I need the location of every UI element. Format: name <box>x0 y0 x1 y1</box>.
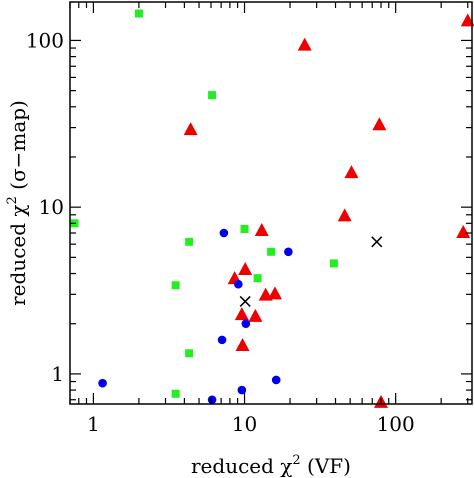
red-triangle-point <box>337 208 352 222</box>
green-square-point <box>171 281 180 290</box>
red-triangle-point <box>297 37 312 51</box>
y-axis-title-superscript: 2 <box>5 196 20 204</box>
green-square-point <box>185 349 194 358</box>
red-triangle-point <box>267 286 282 300</box>
x-axis-title: reduced χ2 (VF) <box>191 453 351 478</box>
red-triangle-point <box>235 338 250 352</box>
green-square-point <box>240 224 249 233</box>
green-square-point <box>253 274 262 283</box>
red-triangle-point <box>238 261 253 275</box>
green-square-point <box>208 91 217 100</box>
y-axis-title-text: reduced χ <box>6 204 30 305</box>
blue-circle-point <box>284 247 293 257</box>
red-triangle-point <box>460 13 474 27</box>
blue-circle-point <box>271 375 281 385</box>
x-axis-title-superscript: 2 <box>292 453 300 468</box>
x-tick-label: 1 <box>87 412 100 436</box>
blue-circle-point <box>234 279 243 289</box>
x-axis-title-suffix: (VF) <box>301 454 351 478</box>
green-square-point <box>171 389 180 398</box>
green-square-point <box>185 237 194 246</box>
green-square-point <box>134 9 143 18</box>
y-tick-label: 1 <box>51 362 64 386</box>
red-triangle-point <box>456 224 471 238</box>
black-cross-point <box>239 295 251 307</box>
red-triangle-point <box>344 165 359 179</box>
red-triangle-point <box>254 222 269 236</box>
axis-ticks <box>69 2 472 404</box>
green-square-point <box>329 259 338 268</box>
x-axis-title-text: reduced χ <box>191 454 292 478</box>
x-tick-label: 100 <box>377 412 415 436</box>
red-triangle-point <box>248 308 263 322</box>
blue-circle-point <box>219 228 229 238</box>
blue-circle-point <box>217 335 227 345</box>
black-cross-point <box>371 236 383 248</box>
plot-frame <box>69 1 473 405</box>
blue-circle-point <box>237 385 247 395</box>
data-points <box>70 9 474 408</box>
red-triangle-point <box>183 122 198 136</box>
x-tick-label: 10 <box>232 412 257 436</box>
red-triangle-point <box>372 117 387 131</box>
blue-circle-point <box>98 378 107 388</box>
y-axis-title-suffix: (σ−map) <box>6 100 30 196</box>
red-triangle-point <box>234 307 249 321</box>
y-axis-title: reduced χ2 (σ−map) <box>5 100 30 306</box>
blue-circle-point <box>241 319 251 329</box>
blue-circle-point <box>207 395 217 405</box>
y-tick-label: 10 <box>39 195 64 219</box>
tick-labels: 1 10 100 1 10 100 <box>26 28 415 436</box>
y-tick-label: 100 <box>26 28 64 52</box>
green-square-point <box>267 247 276 256</box>
